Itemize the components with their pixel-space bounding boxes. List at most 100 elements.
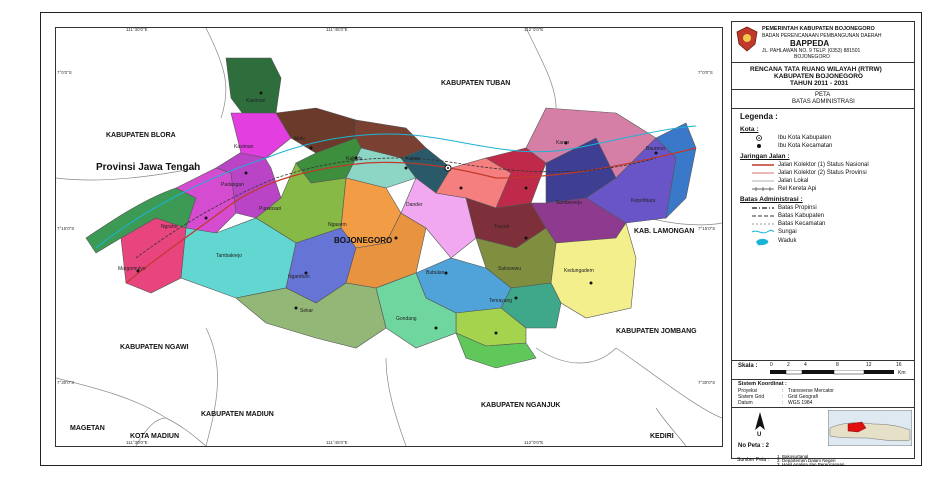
legend-kota-item: Ibu Kota Kabupaten [752, 134, 831, 142]
label-kediri: KEDIRI [650, 433, 674, 440]
legend-jalan-item: Jalan Kolektor (2) Status Provinsi [752, 169, 867, 177]
district-label: Dander [406, 202, 423, 208]
map-canvas[interactable] [56, 28, 722, 446]
provincial-road-icon [752, 170, 774, 176]
coord-key: Proyeksi [738, 388, 758, 394]
legend-batas-item: Sungai [751, 228, 797, 236]
national-road-icon [752, 162, 774, 168]
coord-value: Grid Geografi [788, 394, 819, 400]
map-sheet: 111°30'0"E 111°45'0"E 112°0'0"E 111°30'0… [40, 12, 922, 467]
label-bojonegoro: BOJONEGORO [334, 236, 393, 245]
district-label: Baureno [646, 146, 665, 152]
bengawan-solo-river [95, 125, 697, 249]
label-jombang: KABUPATEN JOMBANG [616, 328, 697, 335]
district-label: Sumberrejo [556, 200, 582, 206]
legend-batas-item: Waduk [752, 237, 796, 246]
district-label: Sekar [300, 308, 314, 314]
scale-tick: 2 [787, 362, 790, 368]
national-road [125, 147, 697, 284]
capital-marker-icon [752, 135, 774, 141]
scale-unit: Km [898, 370, 906, 376]
legend-batas-item: Batas Kabupaten [752, 212, 824, 220]
district-label: Malo [294, 136, 305, 142]
legend-jalan-heading: Jaringan Jalan : [740, 153, 790, 160]
map-area[interactable]: 111°30'0"E 111°45'0"E 112°0'0"E 111°30'0… [55, 27, 723, 447]
legend-heading: Legenda : [740, 112, 778, 121]
map-title-line2: BATAS ADMINISTRASI [792, 99, 855, 105]
source-item: 1. Bakosurtanal [777, 454, 809, 459]
label-jateng: Provinsi Jawa Tengah [96, 162, 201, 173]
province-boundary-icon [752, 205, 774, 211]
scale-tick: 8 [836, 362, 839, 368]
map-number: No Peta : 2 [738, 443, 770, 449]
coord-top-3: 112°0'0"E [524, 27, 544, 32]
scale-tick: 16 [896, 362, 902, 368]
district-label: Kasiman [234, 144, 254, 150]
bojonegoro-crest-icon [736, 26, 758, 52]
coord-bottom-2: 111°45'0"E [326, 440, 348, 445]
coord-left-1: 7°0'0"S [57, 70, 72, 75]
district-boundary-icon [752, 221, 774, 227]
legend-jalan-item: Rel Kereta Api [752, 185, 816, 193]
regency-boundaries [56, 28, 722, 446]
coord-right-3: 7°30'0"S [698, 380, 716, 385]
header-address: JL. PAHLAWAN NO. 9 TELP. (0353) 881501 [762, 48, 861, 54]
north-arrow-icon [755, 412, 765, 430]
coord-left-3: 7°30'0"S [57, 380, 75, 385]
district-label: Temayang [489, 298, 513, 304]
coord-key: Datum [738, 400, 753, 406]
coord-sep: : [782, 394, 784, 400]
legend-batas-item: Batas Kecamatan [752, 220, 825, 228]
title-line1: RENCANA TATA RUANG WILAYAH (RTRW) [750, 66, 882, 73]
scale-tick: 4 [804, 362, 807, 368]
label-blora: KABUPATEN BLORA [106, 132, 176, 139]
legend-batas-heading: Batas Administrasi : [740, 196, 803, 203]
district-label: Kasiman [246, 98, 266, 104]
sources-label: Sumber Peta : [737, 457, 769, 463]
river-icon [751, 229, 775, 235]
header-gov: PEMERINTAH KABUPATEN BOJONEGORO [762, 26, 875, 32]
coord-key: Sistem Grid [738, 394, 765, 400]
label-kota-madiun: KOTA MADIUN [130, 433, 179, 440]
district-label: Gondang [396, 316, 417, 322]
label-ngawi: KABUPATEN NGAWI [120, 344, 189, 351]
legend-kota-heading: Kota : [740, 126, 759, 133]
district-label: Ngasem [328, 222, 347, 228]
coord-top-2: 111°45'0"E [326, 27, 348, 32]
title-line2: KABUPATEN BOJONEGORO [774, 73, 863, 80]
district-marker-icon [752, 143, 774, 149]
district-label: Trucuk [494, 224, 510, 230]
legend-jalan-item: Jalan Lokal [752, 177, 808, 185]
coord-top-1: 111°30'0"E [126, 27, 148, 32]
coord-system-heading: Sistem Koordinat : [738, 381, 787, 387]
legend-jalan-item: Jalan Kolektor (1) Status Nasional [752, 161, 869, 169]
coord-bottom-1: 111°30'0"E [126, 440, 148, 445]
label-magetan: MAGETAN [70, 425, 105, 432]
district-label: Kanor [556, 140, 570, 146]
north-label: U [757, 432, 762, 438]
district-label: Kepohbaru [631, 198, 656, 204]
kecamatan-markers [136, 91, 658, 335]
district-label: Sukosewu [498, 266, 522, 272]
coord-sep: : [782, 388, 784, 394]
district-label: Kapas [406, 156, 421, 162]
district-label: Padangan [221, 182, 244, 188]
label-madiun: KABUPATEN MADIUN [201, 411, 274, 418]
railway-icon [752, 186, 774, 192]
inset-location-map[interactable] [828, 410, 912, 446]
regency-boundary-icon [752, 213, 774, 219]
district-label: Margomulyo [118, 266, 146, 272]
label-nganjuk: KABUPATEN NGANJUK [481, 402, 561, 409]
district-label: Ngraho [161, 224, 178, 230]
district-label: Bubulan [426, 270, 445, 276]
scale-tick: 0 [770, 362, 773, 368]
district-label: Purwosari [259, 206, 282, 212]
header-acronym: BAPPEDA [790, 39, 830, 48]
coord-right-2: 7°15'0"S [698, 226, 716, 231]
scale-label: Skala : [738, 363, 758, 369]
district-label: Kalitidu [346, 156, 363, 162]
legend-kota-item: Ibu Kota Kecamatan [752, 142, 832, 150]
district-label: Tambakrejo [216, 253, 242, 259]
header-city: BOJONEGORO [794, 54, 830, 60]
source-item: 2. Departemen Dalam Negeri [777, 458, 836, 463]
